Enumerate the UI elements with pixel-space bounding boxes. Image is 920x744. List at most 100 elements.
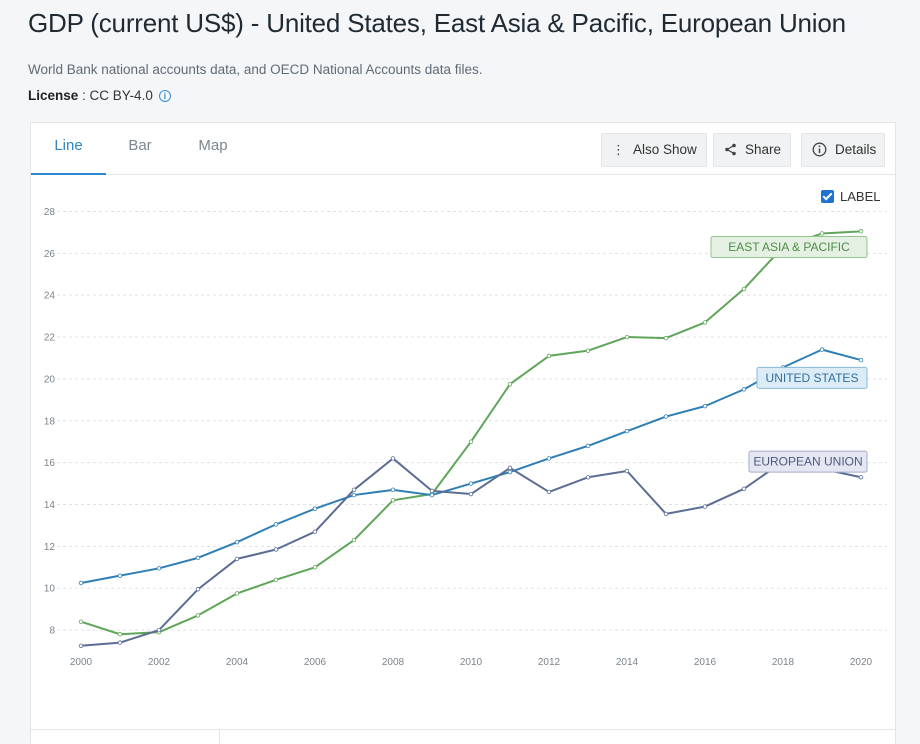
data-point	[507, 381, 513, 387]
data-point	[156, 627, 162, 633]
info-circle-icon	[812, 134, 827, 166]
also-show-label: Also Show	[633, 142, 697, 157]
series-label: UNITED STATES	[766, 371, 859, 385]
data-point	[624, 334, 630, 340]
also-show-button[interactable]: ⋮ Also Show	[601, 133, 707, 167]
license-line: License : CC BY-4.0 i	[28, 88, 171, 103]
data-point	[663, 335, 669, 341]
data-point	[195, 587, 201, 592]
data-point	[390, 487, 396, 493]
y-tick-label: 26	[44, 249, 56, 260]
data-point	[702, 504, 708, 509]
data-point	[507, 469, 513, 475]
share-button[interactable]: Share	[713, 133, 791, 167]
y-tick-label: 24	[44, 291, 56, 302]
data-point	[429, 492, 435, 498]
source-note: World Bank national accounts data, and O…	[28, 62, 483, 77]
data-point	[78, 643, 84, 648]
data-point	[585, 475, 591, 480]
data-point	[390, 456, 396, 461]
data-point	[507, 465, 513, 471]
series-label-box	[710, 236, 868, 259]
data-point	[117, 640, 123, 645]
series-label: EUROPEAN UNION	[753, 455, 862, 469]
y-tick-label: 16	[44, 458, 56, 469]
data-point	[546, 456, 552, 461]
data-point	[234, 556, 240, 562]
data-point	[858, 357, 864, 363]
series-label: EAST ASIA & PACIFIC	[728, 240, 850, 254]
data-point	[234, 591, 240, 596]
data-point	[117, 632, 123, 637]
data-point	[351, 537, 357, 543]
license-separator: :	[78, 88, 90, 103]
data-point	[273, 522, 279, 527]
data-point	[819, 231, 825, 236]
data-point	[468, 481, 474, 486]
data-point	[390, 498, 396, 503]
label-toggle-text: LABEL	[840, 189, 881, 204]
tab-line[interactable]: Line	[31, 123, 106, 175]
x-tick-label: 2018	[772, 657, 795, 668]
data-point	[858, 475, 864, 480]
line-chart: 8 10 12 14 16 18 20 22 24 26 28 2000 2002 2004 2006 200…	[44, 207, 887, 668]
data-point	[117, 573, 123, 578]
data-point	[468, 491, 474, 497]
label-checkbox[interactable]	[821, 190, 834, 203]
x-tick-label: 2000	[70, 657, 93, 668]
data-point	[312, 506, 318, 511]
license-label: License	[28, 88, 79, 103]
share-label: Share	[745, 142, 782, 157]
data-point	[585, 348, 591, 353]
page-title: GDP (current US$) - United States, East …	[28, 8, 846, 38]
data-point	[195, 613, 201, 618]
data-point	[312, 529, 318, 534]
series-line	[80, 230, 862, 636]
data-point	[741, 286, 747, 292]
data-point	[663, 414, 669, 419]
data-point	[702, 320, 708, 325]
data-point	[78, 619, 84, 624]
y-tick-label: 18	[44, 416, 56, 427]
x-tick-label: 2006	[304, 657, 327, 668]
y-tick-label: 20	[44, 374, 56, 385]
data-point	[546, 489, 552, 495]
y-tick-label: 22	[44, 333, 56, 344]
data-point	[819, 347, 825, 352]
data-point	[624, 468, 630, 474]
tab-bar[interactable]: Bar	[128, 137, 152, 154]
data-point	[273, 577, 279, 583]
data-point	[351, 487, 357, 493]
y-tick-label: 12	[44, 542, 56, 553]
series-line	[80, 457, 862, 647]
data-point	[468, 439, 474, 444]
data-point	[858, 229, 864, 234]
data-point	[273, 547, 279, 552]
data-point	[195, 555, 201, 561]
series-label-box	[748, 450, 868, 473]
share-icon	[724, 134, 737, 166]
x-tick-label: 2002	[148, 657, 171, 668]
label-toggle[interactable]: LABEL	[821, 189, 880, 204]
data-point	[429, 488, 435, 494]
data-point	[156, 566, 162, 571]
series-label-box	[756, 366, 868, 389]
chart-tabs: Line Bar Map ⋮ Also Show Share Details	[31, 123, 895, 175]
x-tick-label: 2012	[538, 657, 561, 668]
data-point	[234, 539, 240, 545]
data-point	[624, 429, 630, 434]
series-line	[80, 348, 862, 584]
data-point	[741, 486, 747, 491]
x-tick-label: 2010	[460, 657, 483, 668]
x-tick-label: 2020	[850, 657, 873, 668]
bottom-bar	[31, 729, 895, 744]
data-point	[702, 403, 708, 409]
tab-map[interactable]: Map	[198, 137, 228, 154]
data-point	[312, 565, 318, 570]
details-label: Details	[835, 142, 877, 157]
info-icon[interactable]: i	[158, 90, 171, 102]
details-button[interactable]: Details	[801, 133, 885, 167]
y-tick-label: 8	[49, 626, 55, 637]
y-tick-label: 28	[44, 207, 56, 218]
y-tick-label: 14	[44, 500, 56, 511]
